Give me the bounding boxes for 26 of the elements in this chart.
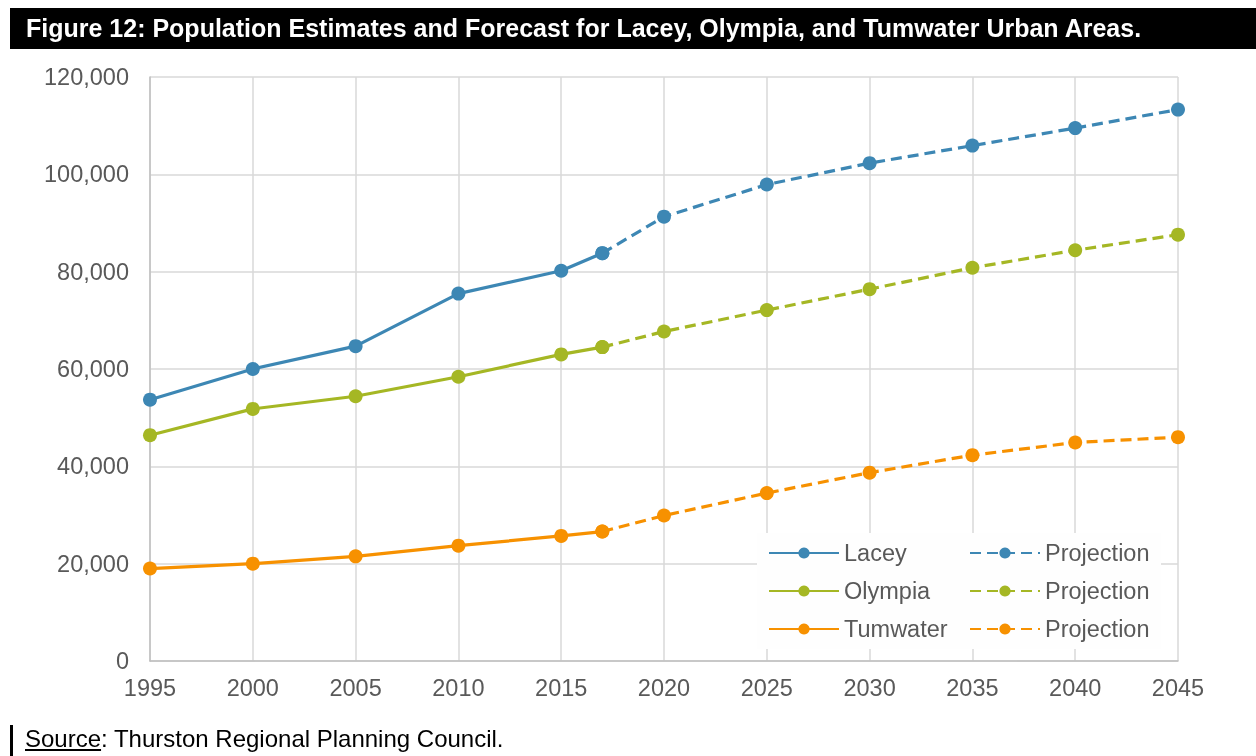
x-tick-label: 2010 (432, 675, 485, 701)
legend-label: Projection (1045, 540, 1150, 566)
y-tick-label: 80,000 (57, 258, 129, 285)
x-tick-label: 1995 (123, 675, 177, 701)
legend-label: Projection (1045, 578, 1150, 604)
legend-label: Tumwater (844, 616, 948, 642)
x-tick-label: 2040 (1049, 675, 1102, 701)
source-note: Source: Thurston Regional Planning Council. (25, 724, 504, 754)
legend-label: Lacey (844, 540, 907, 566)
legend-label: Projection (1045, 616, 1150, 642)
x-tick-label: 2005 (329, 675, 382, 701)
x-tick-label: 2030 (843, 675, 896, 701)
x-tick-label: 2000 (226, 675, 279, 701)
y-tick-label: 0 (115, 648, 129, 674)
y-tick-label: 20,000 (57, 550, 129, 577)
x-tick-label: 2045 (1151, 675, 1205, 701)
y-tick-label: 100,000 (44, 161, 129, 188)
x-tick-label: 2015 (535, 675, 588, 701)
x-tick-label: 2035 (946, 675, 999, 701)
y-tick-label: 40,000 (57, 453, 129, 480)
x-tick-label: 2025 (740, 675, 793, 701)
legend-label: Olympia (844, 578, 932, 604)
chart-title: Figure 12: Population Estimates and Forecast for Lacey, Olympia, and Tumwater Urban Areas. (26, 13, 1142, 44)
x-tick-label: 2020 (637, 675, 691, 701)
y-tick-label: 120,000 (44, 64, 129, 90)
y-tick-label: 60,000 (57, 356, 129, 382)
